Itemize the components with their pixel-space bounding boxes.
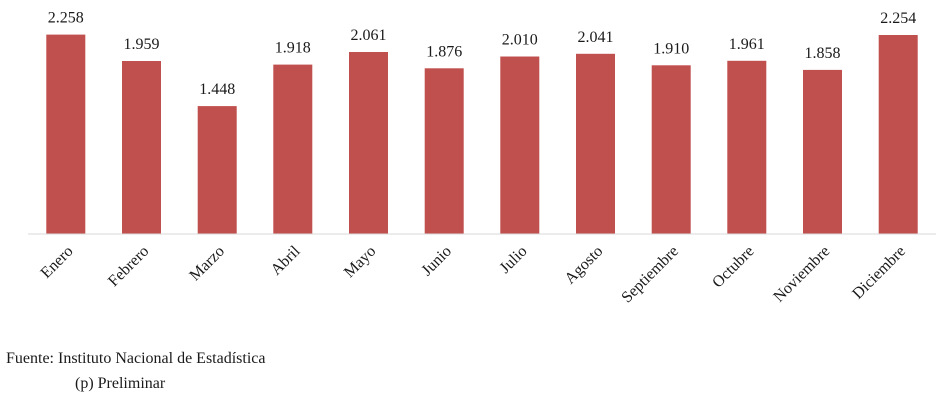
value-label-diciembre: 2.254 — [880, 10, 916, 27]
category-label-septiembre: Septiembre — [618, 243, 682, 307]
value-label-septiembre: 1.910 — [653, 40, 689, 57]
value-label-febrero: 1.959 — [124, 36, 160, 53]
category-label-octubre: Octubre — [709, 243, 757, 291]
category-label-febrero: Febrero — [105, 243, 152, 290]
bar-marzo — [197, 106, 237, 234]
bar-chart: 2.258 1.959 1.448 1.918 2.061 1.876 2.010 2.041… — [28, 10, 936, 306]
bar-noviembre — [803, 69, 842, 235]
value-label-marzo: 1.448 — [199, 81, 235, 98]
value-labels-group: 2.258 1.959 1.448 1.918 2.061 1.876 2.010 2.041… — [48, 10, 916, 98]
bar-abril — [273, 64, 313, 234]
category-label-mayo: Mayo — [341, 243, 379, 281]
category-label-noviembre: Noviembre — [770, 243, 833, 306]
bar-octubre — [727, 60, 767, 234]
category-label-agosto: Agosto — [562, 243, 607, 288]
bar-agosto — [576, 53, 615, 234]
value-label-noviembre: 1.858 — [805, 45, 841, 62]
value-label-agosto: 2.041 — [578, 29, 614, 46]
preliminary-note: (p) Preliminar — [75, 375, 166, 392]
bar-febrero — [122, 61, 161, 234]
category-label-abril: Abril — [268, 242, 304, 278]
bars-group — [46, 34, 918, 235]
value-label-mayo: 2.061 — [351, 27, 387, 44]
value-label-julio: 2.010 — [502, 32, 538, 49]
source-note: Fuente: Instituto Nacional de Estadístic… — [6, 350, 266, 367]
category-label-enero: Enero — [38, 243, 77, 282]
value-label-octubre: 1.961 — [729, 36, 765, 53]
category-label-julio: Julio — [497, 243, 531, 277]
value-label-enero: 2.258 — [48, 10, 84, 27]
category-labels-group: Enero Febrero Marzo Abril Mayo Junio Julio Agos… — [38, 242, 909, 306]
bar-mayo — [349, 52, 388, 234]
value-label-junio: 1.876 — [426, 43, 462, 60]
category-label-marzo: Marzo — [186, 243, 228, 285]
bar-enero — [46, 34, 86, 234]
bar-septiembre — [651, 65, 691, 234]
bar-junio — [424, 68, 464, 234]
bar-diciembre — [878, 35, 918, 234]
bar-julio — [500, 56, 540, 234]
category-label-diciembre: Diciembre — [849, 243, 909, 303]
category-label-junio: Junio — [418, 243, 455, 280]
value-label-abril: 1.918 — [275, 40, 311, 57]
